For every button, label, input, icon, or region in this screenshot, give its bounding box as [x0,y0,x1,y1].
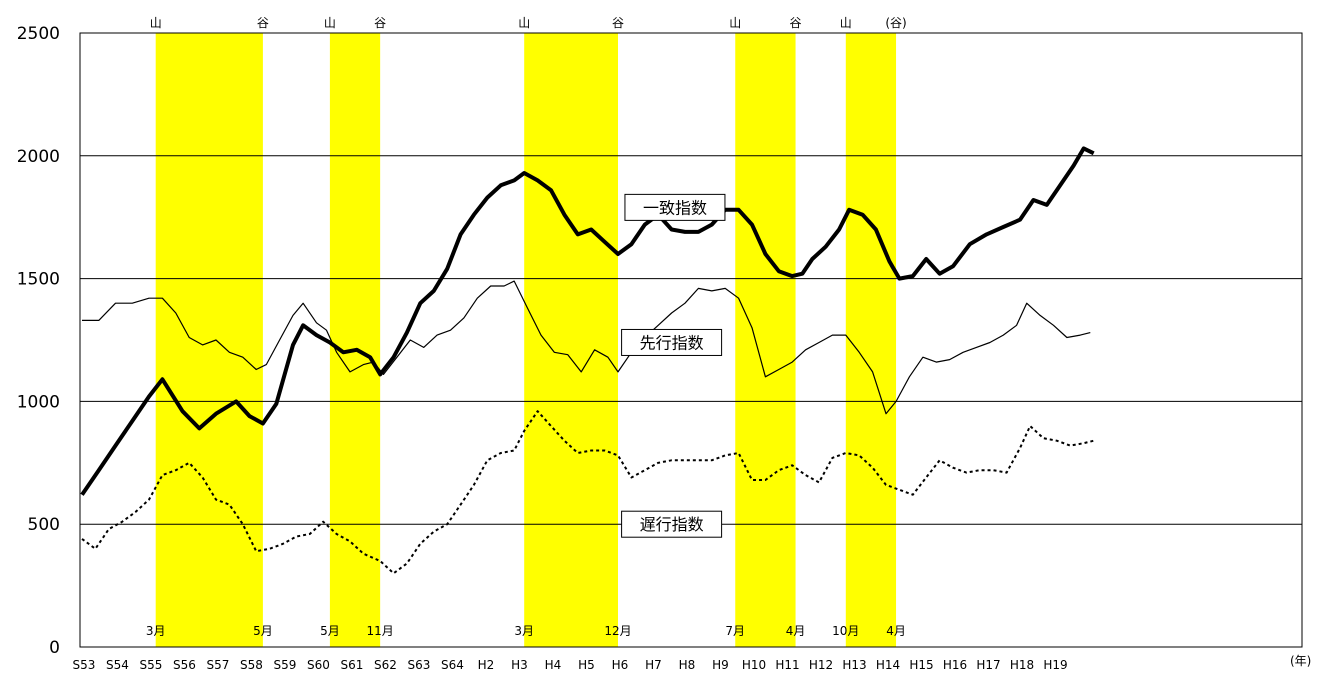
x-tick-label: H10 [742,658,766,672]
band-start-month: 7月 [725,624,745,638]
series-label-box [621,328,723,356]
band-end-month: 4月 [886,624,906,638]
plot-frame [79,32,1303,648]
series-label-box [621,510,723,538]
x-tick-label: H9 [712,658,729,672]
band-trough-label: 谷 [612,16,624,30]
series-label: 一致指数 [643,198,707,217]
x-tick-label: S55 [140,658,163,672]
band-peak-label: 山 [150,16,162,30]
x-tick-label: S63 [408,658,431,672]
recession-band [155,33,263,647]
band-peak-label: 山 [324,16,336,30]
x-tick-label: H12 [809,658,833,672]
x-tick-label: H7 [645,658,662,672]
y-tick-label: 0 [49,638,60,658]
band-end-month: 4月 [786,624,806,638]
x-tick-label: H15 [909,658,933,672]
x-tick-label: H16 [943,658,967,672]
x-tick-label: H8 [679,658,696,672]
x-tick-label: H19 [1043,658,1067,672]
x-tick-label: S59 [274,658,297,672]
x-tick-label: H6 [612,658,629,672]
x-tick-label: H3 [511,658,528,672]
x-tick-label: S54 [106,658,129,672]
x-tick-label: S53 [73,658,96,672]
band-marks: 山 谷 3月 5月 山 谷 5月 11月 山 谷 3月 12月 山 谷 7月 4月 山 (谷) 10月 4月 [146,16,907,638]
recession-band [735,33,796,647]
band-end-month: 5月 [253,624,273,638]
x-unit-label: (年) [1290,654,1311,668]
x-tick-label: S57 [207,658,230,672]
series-label: 先行指数 [640,333,704,352]
x-tick-label: H18 [1010,658,1034,672]
y-tick-label: 2500 [17,24,60,44]
recession-band [329,33,381,647]
series-line-thin [82,280,1091,415]
band-peak-label: 山 [518,16,530,30]
series-line-dotted [81,410,1094,575]
band-peak-label: 山 [729,16,741,30]
band-trough-label: (谷) [885,16,906,30]
band-trough-label: 谷 [257,16,269,30]
x-tick-label: S60 [307,658,330,672]
y-tick-label: 1500 [17,270,60,290]
band-start-month: 10月 [832,624,859,638]
recession-band [845,33,897,647]
recession-bands [155,33,897,647]
x-tick-label: H4 [545,658,562,672]
band-end-month: 11月 [367,624,394,638]
series-line-thick [80,146,1095,496]
recession-band [524,33,618,647]
band-start-month: 3月 [146,624,166,638]
x-tick-label: S58 [240,658,263,672]
band-end-month: 12月 [604,624,631,638]
x-tick-label: S64 [441,658,464,672]
y-tick-label: 1000 [17,392,60,412]
x-tick-label: S62 [374,658,397,672]
x-axis: S53 S54 S55 S56 S57 S58 S59 S60 S61 S62 S63 S64 H2 H3… [73,658,1068,672]
y-tick-label: 500 [28,515,60,535]
x-tick-label: H13 [842,658,866,672]
band-start-month: 3月 [514,624,534,638]
y-axis: 0 500 1000 1500 2000 2500 [17,24,60,658]
band-start-month: 5月 [320,624,340,638]
series-label: 遅行指数 [640,515,704,534]
band-trough-label: 谷 [790,16,802,30]
y-tick-label: 2000 [17,147,60,167]
band-trough-label: 谷 [374,16,386,30]
series-lines [80,146,1095,575]
x-tick-label: H5 [578,658,595,672]
x-tick-label: H14 [876,658,900,672]
x-tick-label: S56 [173,658,196,672]
x-tick-label: S61 [341,658,364,672]
series-label-box [624,193,726,221]
x-tick-label: H2 [478,658,495,672]
x-tick-label: H17 [976,658,1000,672]
band-peak-label: 山 [840,16,852,30]
x-tick-label: H11 [775,658,799,672]
